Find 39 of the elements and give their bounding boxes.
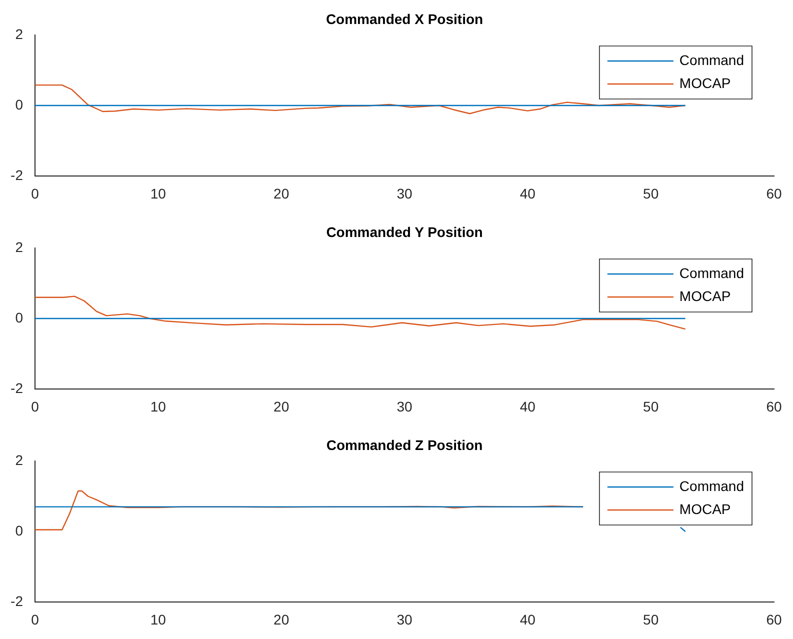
x-tick-label: 20 xyxy=(274,611,290,628)
x-tick-label: 40 xyxy=(520,185,536,202)
legend-label: MOCAP xyxy=(679,74,731,91)
x-tick-label: 40 xyxy=(520,398,536,414)
y-tick-label: -2 xyxy=(10,380,24,396)
legend-label: Command xyxy=(679,52,744,68)
y-tick-label: 0 xyxy=(15,96,24,112)
x-tick-label: 20 xyxy=(274,185,290,202)
x-tick-label: 60 xyxy=(766,611,782,628)
x-tick-label: 0 xyxy=(31,611,40,628)
y-tick-label: -2 xyxy=(10,592,24,609)
x-tick-label: 10 xyxy=(150,185,166,202)
x-tick-label: 10 xyxy=(150,398,166,414)
chart-title: Commanded Y Position xyxy=(326,224,483,240)
y-tick-label: 2 xyxy=(15,26,24,42)
y-tick-label: 0 xyxy=(15,522,24,538)
x-tick-label: 30 xyxy=(396,611,412,628)
x-tick-label: 50 xyxy=(643,185,659,202)
y-tick-label: -2 xyxy=(10,166,24,183)
legend-label: Command xyxy=(679,478,744,494)
x-tick-label: 30 xyxy=(396,185,412,202)
x-tick-label: 20 xyxy=(274,398,290,414)
x-tick-label: 30 xyxy=(396,398,412,414)
x-tick-label: 40 xyxy=(520,611,536,628)
chart-title: Commanded Z Position xyxy=(326,436,483,453)
chart-title: Commanded X Position xyxy=(326,10,484,27)
x-tick-label: 60 xyxy=(766,398,782,414)
legend-label: MOCAP xyxy=(679,500,731,517)
x-tick-label: 50 xyxy=(643,398,659,414)
x-tick-label: 0 xyxy=(31,398,40,414)
x-tick-label: 50 xyxy=(643,611,659,628)
x-tick-label: 0 xyxy=(31,185,40,202)
x-tick-label: 60 xyxy=(766,185,782,202)
x-tick-label: 10 xyxy=(150,611,166,628)
y-tick-label: 2 xyxy=(15,238,24,255)
y-tick-label: 0 xyxy=(15,309,24,326)
legend-label: Command xyxy=(679,264,744,281)
legend-label: MOCAP xyxy=(679,288,731,304)
y-tick-label: 2 xyxy=(15,452,24,468)
